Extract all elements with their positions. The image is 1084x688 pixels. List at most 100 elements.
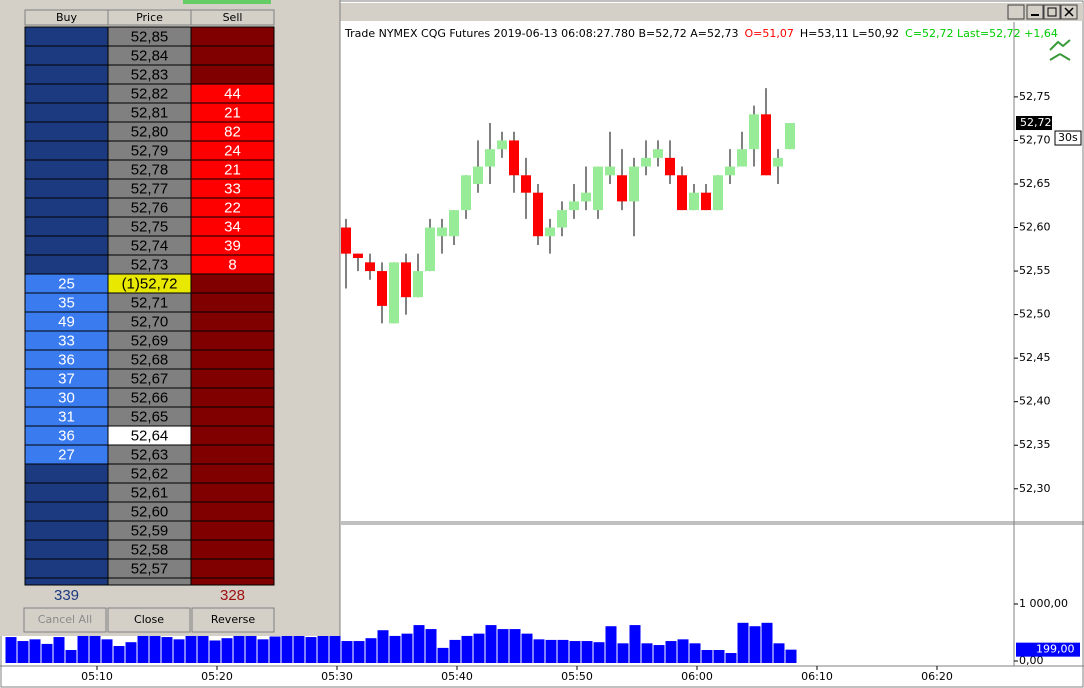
buy-cell[interactable] — [24, 254, 109, 275]
window-buttons[interactable] — [1007, 4, 1078, 20]
sell-cell[interactable] — [190, 368, 275, 389]
sell-cell[interactable] — [190, 482, 275, 503]
sell-size: 24 — [224, 142, 241, 159]
candle-body — [713, 175, 723, 211]
volume-bar — [605, 626, 617, 663]
price-label: 52,81 — [131, 104, 169, 121]
volume-bar — [725, 653, 737, 663]
volume-bar — [65, 649, 77, 663]
price-label: 52,57 — [131, 560, 169, 577]
volume-bar — [5, 637, 17, 663]
buy-cell[interactable] — [24, 520, 109, 541]
x-tick-label: 06:10 — [801, 670, 833, 683]
buy-cell[interactable] — [24, 26, 109, 47]
price-label: 52,70 — [131, 313, 169, 330]
price-label: 52,67 — [131, 370, 169, 387]
candle-body — [545, 227, 555, 237]
price-label: 52,85 — [131, 28, 169, 45]
buy-cell[interactable] — [24, 64, 109, 85]
sell-cell[interactable] — [190, 539, 275, 560]
volume-bar — [281, 634, 293, 663]
volume-bar — [413, 625, 425, 663]
restore-button[interactable] — [1007, 4, 1025, 20]
sell-cell[interactable] — [190, 349, 275, 370]
sell-cell[interactable] — [190, 387, 275, 408]
header-part: Trade NYMEX CQG Futures 2019-06-13 06:08… — [344, 27, 738, 40]
candle-body — [413, 271, 423, 298]
price-label: 52,71 — [131, 294, 169, 311]
buy-cell[interactable] — [24, 539, 109, 560]
candle-body — [593, 166, 603, 211]
button-label[interactable]: Reverse — [211, 613, 255, 626]
buy-cell[interactable] — [24, 159, 109, 180]
volume-bar — [125, 642, 137, 663]
candle-body — [497, 140, 507, 150]
sell-cell[interactable] — [190, 463, 275, 484]
button[interactable] — [107, 607, 191, 633]
y-tick-label: 52,55 — [1019, 264, 1051, 277]
buy-cell[interactable] — [24, 102, 109, 123]
buy-cell[interactable] — [24, 235, 109, 256]
button — [23, 607, 107, 633]
minimize-button[interactable] — [1026, 4, 1044, 20]
sell-size: 21 — [224, 104, 241, 121]
candle-body — [341, 227, 351, 254]
sell-cell[interactable] — [190, 292, 275, 313]
tool-icon[interactable] — [1049, 39, 1071, 61]
buy-cell[interactable] — [24, 558, 109, 579]
volume-bar — [221, 638, 233, 663]
candle-body — [605, 166, 615, 176]
sell-cell — [190, 577, 275, 586]
button[interactable] — [191, 607, 275, 633]
sell-cell[interactable] — [190, 26, 275, 47]
last-price-box — [1016, 116, 1052, 131]
sell-size: 39 — [224, 237, 241, 254]
interval-label: 30s — [1058, 131, 1078, 144]
candle-body — [509, 140, 519, 176]
volume-bar — [269, 636, 281, 663]
candle-body — [389, 262, 399, 324]
price-label: 52,73 — [131, 256, 169, 273]
sell-cell[interactable] — [190, 520, 275, 541]
sell-cell[interactable] — [190, 406, 275, 427]
volume-bar — [581, 641, 593, 663]
buy-cell[interactable] — [24, 197, 109, 218]
buy-cell[interactable] — [24, 216, 109, 237]
sell-cell[interactable] — [190, 501, 275, 522]
sell-cell[interactable] — [190, 64, 275, 85]
price-label: 52,75 — [131, 218, 169, 235]
volume-bar — [293, 633, 305, 663]
buy-cell[interactable] — [24, 83, 109, 104]
sell-cell[interactable] — [190, 330, 275, 351]
buy-cell[interactable] — [24, 45, 109, 66]
sell-cell[interactable] — [190, 425, 275, 446]
volume-bar — [101, 639, 113, 663]
price-label: 52,64 — [131, 427, 169, 444]
buy-cell[interactable] — [24, 121, 109, 142]
volume-bar — [701, 649, 713, 663]
buy-cell[interactable] — [24, 501, 109, 522]
y-tick-label: 52,60 — [1019, 221, 1051, 234]
button-label[interactable]: Close — [134, 613, 164, 626]
sell-size: 21 — [224, 161, 241, 178]
volume-bar — [377, 630, 389, 663]
volume-bar — [425, 629, 437, 663]
buy-cell[interactable] — [24, 482, 109, 503]
candle-body — [569, 201, 579, 211]
buy-cell[interactable] — [24, 178, 109, 199]
volume-bar — [689, 643, 701, 663]
sell-cell[interactable] — [190, 311, 275, 332]
sell-cell[interactable] — [190, 273, 275, 294]
sell-cell[interactable] — [190, 558, 275, 579]
sell-cell[interactable] — [190, 444, 275, 465]
volume-bar — [653, 645, 665, 663]
buy-cell[interactable] — [24, 140, 109, 161]
volume-bar — [401, 633, 413, 663]
buy-cell[interactable] — [24, 463, 109, 484]
column-header — [190, 9, 275, 26]
sell-cell[interactable] — [190, 45, 275, 66]
sell-size: 44 — [224, 85, 241, 102]
volume-bar — [485, 625, 497, 663]
volume-bar — [173, 639, 185, 663]
maximize-button[interactable] — [1043, 4, 1061, 20]
